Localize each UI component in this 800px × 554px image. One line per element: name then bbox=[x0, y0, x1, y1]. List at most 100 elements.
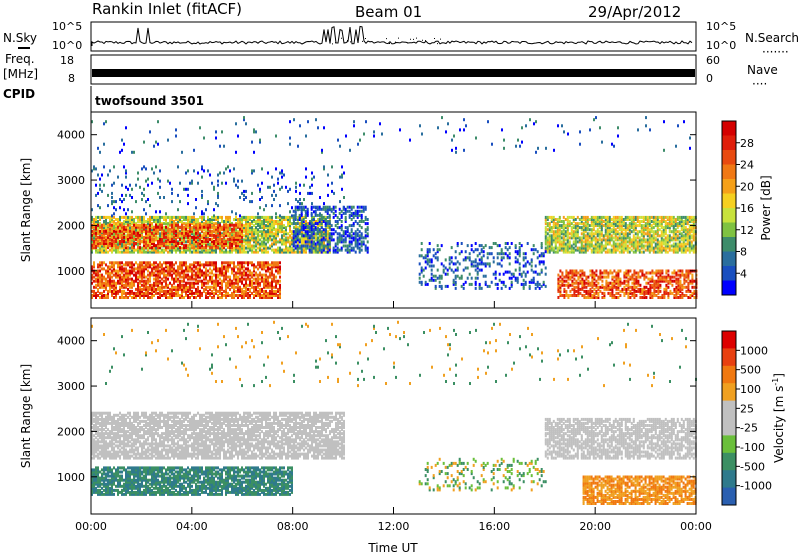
range-gate-cell bbox=[121, 269, 123, 273]
range-gate-cell bbox=[568, 222, 571, 226]
range-gate-cell bbox=[195, 240, 197, 243]
range-gate-cell bbox=[157, 271, 159, 275]
range-gate-cell bbox=[550, 236, 553, 240]
range-gate-cell bbox=[269, 185, 271, 189]
range-gate-cell bbox=[634, 224, 637, 228]
range-gate-cell bbox=[209, 275, 211, 279]
range-gate-cell bbox=[215, 287, 217, 291]
range-gate-cell bbox=[173, 287, 175, 291]
range-gate-cell bbox=[207, 291, 209, 295]
range-gate-cell bbox=[348, 242, 351, 246]
range-gate-cell bbox=[287, 232, 289, 236]
range-gate-cell bbox=[193, 212, 195, 216]
range-gate-cell bbox=[191, 250, 193, 254]
range-gate-cell bbox=[111, 246, 113, 250]
range-gate-cell bbox=[568, 244, 571, 248]
range-gate-cell bbox=[301, 240, 303, 244]
range-gate-cell bbox=[550, 215, 553, 219]
range-gate-cell bbox=[319, 222, 321, 226]
range-gate-cell bbox=[297, 208, 299, 212]
range-gate-cell bbox=[157, 240, 159, 243]
range-gate-cell bbox=[189, 227, 191, 231]
range-gate-cell bbox=[225, 267, 227, 271]
range-gate-cell bbox=[612, 236, 615, 240]
range-gate-cell bbox=[277, 228, 279, 232]
range-gate-cell bbox=[201, 167, 203, 171]
range-gate-cell bbox=[169, 263, 171, 267]
range-gate-cell bbox=[149, 273, 151, 277]
range-gate-cell bbox=[299, 236, 301, 240]
range-gate-cell bbox=[364, 205, 367, 209]
range-gate-cell bbox=[261, 224, 263, 228]
range-gate-cell bbox=[193, 220, 195, 223]
range-gate-cell bbox=[181, 285, 183, 289]
range-gate-cell bbox=[255, 228, 257, 232]
range-gate-cell bbox=[570, 236, 573, 240]
range-gate-cell bbox=[107, 296, 109, 299]
range-gate-cell bbox=[177, 223, 179, 227]
range-gate-cell bbox=[578, 226, 581, 230]
range-gate-cell bbox=[185, 187, 187, 191]
range-gate-cell bbox=[362, 209, 365, 213]
range-gate-cell bbox=[143, 271, 145, 275]
range-gate-cell bbox=[201, 285, 203, 289]
range-gate-cell bbox=[329, 250, 331, 254]
range-gate-cell bbox=[115, 244, 117, 248]
range-gate-cell bbox=[594, 248, 597, 252]
range-gate-cell bbox=[151, 273, 153, 277]
range-gate-cell bbox=[93, 222, 95, 226]
range-gate-cell bbox=[109, 283, 111, 287]
range-gate-cell bbox=[225, 220, 227, 223]
range-gate-cell bbox=[358, 220, 361, 223]
range-gate-cell bbox=[642, 232, 645, 236]
range-gate-cell bbox=[564, 232, 567, 236]
range-gate-cell bbox=[131, 233, 133, 237]
range-gate-cell bbox=[344, 238, 347, 242]
range-gate-cell bbox=[141, 198, 143, 201]
range-gate-cell bbox=[101, 242, 103, 245]
range-gate-cell bbox=[251, 226, 253, 230]
range-gate-cell bbox=[616, 215, 619, 219]
range-gate-cell bbox=[193, 169, 195, 173]
range-gate-cell bbox=[247, 228, 249, 232]
range-gate-cell bbox=[187, 169, 189, 173]
range-gate-cell bbox=[177, 294, 179, 297]
range-gate-cell bbox=[171, 242, 173, 246]
range-gate-cell bbox=[195, 281, 197, 285]
range-gate-cell bbox=[101, 223, 103, 227]
range-gate-cell bbox=[91, 289, 93, 293]
range-gate-cell bbox=[119, 222, 121, 226]
range-gate-cell bbox=[644, 244, 647, 248]
range-gate-cell bbox=[121, 281, 123, 285]
range-gate-cell bbox=[193, 296, 195, 299]
range-gate-cell bbox=[219, 171, 221, 175]
range-gate-cell bbox=[227, 279, 229, 283]
range-gate-cell bbox=[155, 287, 157, 291]
range-gate-cell bbox=[348, 236, 351, 240]
range-gate-cell bbox=[630, 220, 633, 223]
range-gate-cell bbox=[233, 179, 235, 183]
range-gate-cell bbox=[624, 234, 627, 238]
range-gate-cell bbox=[147, 235, 149, 239]
range-gate-cell bbox=[99, 225, 101, 229]
range-gate-cell bbox=[265, 263, 267, 267]
range-gate-cell bbox=[191, 281, 193, 285]
range-gate-cell bbox=[281, 222, 283, 226]
range-gate-cell bbox=[133, 227, 135, 231]
range-gate-cell bbox=[350, 205, 353, 209]
range-gate-cell bbox=[195, 223, 197, 227]
range-gate-cell bbox=[354, 238, 357, 242]
range-gate-cell bbox=[107, 223, 109, 227]
range-gate-cell bbox=[181, 230, 183, 234]
range-gate-cell bbox=[151, 248, 153, 252]
range-gate-cell bbox=[123, 234, 125, 238]
range-gate-cell bbox=[255, 220, 257, 223]
range-gate-cell bbox=[632, 230, 635, 234]
range-gate-cell bbox=[564, 242, 567, 246]
range-gate-cell bbox=[91, 250, 93, 254]
range-gate-cell bbox=[598, 215, 601, 219]
range-gate-cell bbox=[616, 232, 619, 236]
range-gate-cell bbox=[149, 296, 151, 299]
range-gate-cell bbox=[235, 275, 237, 279]
